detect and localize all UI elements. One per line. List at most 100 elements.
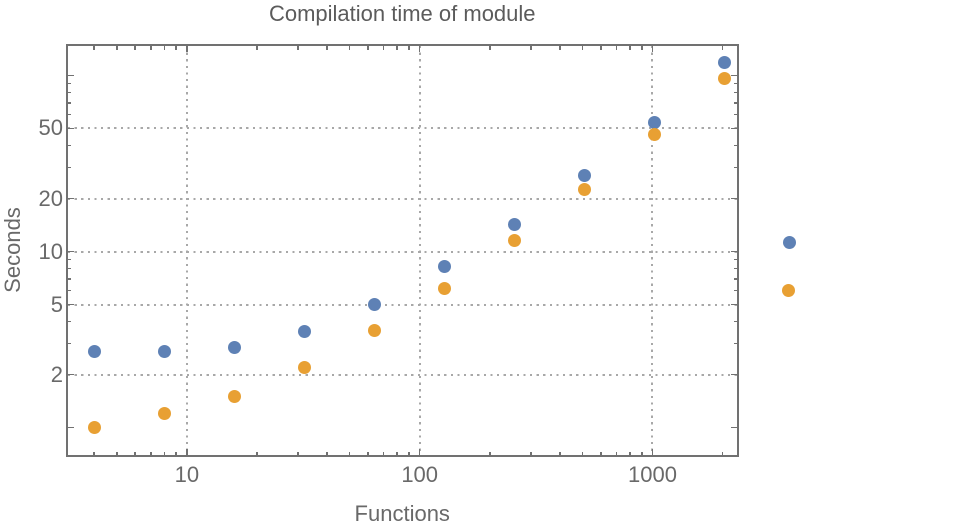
x-minor-tick-80: [396, 451, 398, 455]
x-major-tick-10: [186, 449, 188, 455]
y-minor-tick-4: [67, 320, 71, 323]
y-minor-tick-right-4: [733, 320, 737, 323]
y-major-tick-2: [67, 373, 74, 376]
x-minor-tick-top-4: [93, 46, 95, 50]
y-major-tick-20: [67, 197, 74, 200]
gridline-y-2: [67, 373, 737, 376]
x-minor-tick-top-60: [367, 46, 369, 50]
y-minor-tick-70: [67, 102, 71, 104]
x-minor-tick-top-9: [175, 46, 177, 50]
x-minor-tick-top-40: [326, 46, 328, 50]
x-minor-tick-9: [175, 451, 177, 455]
x-minor-tick-top-500: [581, 46, 584, 50]
gridline-y-50: [67, 127, 737, 130]
gridline-y-20: [67, 197, 737, 200]
y-tick-label-5: 5: [50, 291, 63, 317]
y-major-tick-right-50: [731, 127, 737, 130]
data-point-series-1-blue-x512: [578, 169, 592, 183]
y-major-tick-1: [67, 426, 74, 429]
data-point-series-1-blue-x256: [508, 217, 522, 231]
data-point-series-1-blue-x2048: [718, 56, 732, 70]
x-minor-tick-200: [489, 451, 491, 455]
data-point-series-1-blue-x8: [157, 345, 171, 359]
y-minor-tick-9: [67, 258, 71, 261]
x-minor-tick-60: [367, 451, 369, 455]
y-major-tick-right-5: [731, 303, 737, 306]
data-point-series-2-orange-x4: [87, 421, 101, 435]
y-major-tick-right-100: [731, 74, 737, 77]
x-major-tick-100: [418, 449, 421, 455]
data-point-series-2-orange-x32: [297, 360, 311, 374]
y-minor-tick-90: [67, 82, 71, 85]
y-minor-tick-right-3: [733, 342, 737, 345]
x-minor-tick-top-300: [530, 46, 532, 50]
y-minor-tick-60: [67, 113, 71, 116]
y-minor-tick-right-9: [733, 258, 737, 261]
legend-marker-series-1-blue: [782, 235, 796, 249]
x-major-tick-top-10: [186, 46, 188, 52]
y-minor-tick-8: [67, 267, 71, 270]
x-tick-label-100: 100: [401, 462, 439, 487]
x-minor-tick-top-5: [116, 46, 118, 50]
data-point-series-2-orange-x512: [578, 183, 592, 197]
legend-marker-series-2-orange: [782, 284, 795, 297]
data-point-series-1-blue-x4: [87, 345, 101, 359]
x-minor-tick-top-2000: [721, 46, 724, 50]
x-major-tick-top-1000: [651, 46, 654, 52]
data-point-series-1-blue-x64: [368, 298, 382, 312]
x-minor-tick-7: [150, 451, 152, 455]
x-minor-tick-20: [256, 451, 258, 455]
plot-frame: [65, 44, 739, 457]
x-minor-tick-300: [530, 451, 532, 455]
data-point-series-2-orange-x256: [508, 233, 522, 247]
y-major-tick-10: [67, 250, 74, 253]
y-minor-tick-6: [67, 289, 71, 292]
x-minor-tick-6: [134, 451, 136, 455]
gridline-x-100: [418, 46, 421, 455]
data-point-series-1-blue-x16: [227, 341, 241, 355]
data-point-series-1-blue-x32: [297, 325, 311, 339]
y-minor-tick-right-90: [733, 82, 737, 85]
x-minor-tick-top-90: [408, 46, 410, 50]
data-point-series-1-blue-x1024: [648, 116, 662, 130]
x-minor-tick-500: [581, 451, 584, 455]
y-major-tick-100: [67, 74, 74, 77]
y-minor-tick-40: [67, 144, 71, 147]
y-tick-label-20: 20: [38, 185, 63, 211]
x-minor-tick-top-50: [348, 46, 351, 50]
x-axis-label: Functions: [354, 501, 450, 525]
y-tick-label-2: 2: [50, 361, 63, 387]
y-minor-tick-7: [67, 278, 71, 280]
x-major-tick-1000: [651, 449, 654, 455]
chart-title: Compilation time of module: [268, 1, 536, 26]
y-major-tick-right-20: [731, 197, 737, 200]
x-minor-tick-top-6: [134, 46, 136, 50]
data-point-series-2-orange-x1024: [648, 128, 662, 142]
data-point-series-2-orange-x2048: [718, 72, 732, 86]
y-major-tick-right-1: [731, 426, 737, 429]
y-minor-tick-right-40: [733, 144, 737, 147]
data-point-series-1-blue-x128: [438, 260, 452, 274]
data-point-series-2-orange-x64: [368, 324, 382, 338]
gridline-x-10: [185, 46, 188, 455]
y-major-tick-50: [67, 127, 74, 130]
x-minor-tick-90: [408, 451, 410, 455]
x-minor-tick-4: [93, 451, 95, 455]
x-minor-tick-400: [559, 451, 561, 455]
x-minor-tick-top-800: [629, 46, 631, 50]
data-point-series-2-orange-x128: [438, 281, 452, 295]
x-minor-tick-8: [163, 451, 166, 455]
x-minor-tick-top-700: [615, 46, 618, 50]
gridline-y-10: [67, 250, 737, 253]
y-minor-tick-right-80: [733, 91, 737, 94]
data-point-series-2-orange-x8: [157, 407, 171, 421]
x-minor-tick-top-8: [163, 46, 166, 50]
x-minor-tick-top-70: [382, 46, 385, 50]
x-minor-tick-70: [382, 451, 385, 455]
x-minor-tick-700: [615, 451, 618, 455]
y-minor-tick-right-6: [733, 289, 737, 292]
x-minor-tick-top-80: [396, 46, 398, 50]
gridline-x-1000: [651, 46, 654, 455]
x-minor-tick-2000: [721, 451, 724, 455]
